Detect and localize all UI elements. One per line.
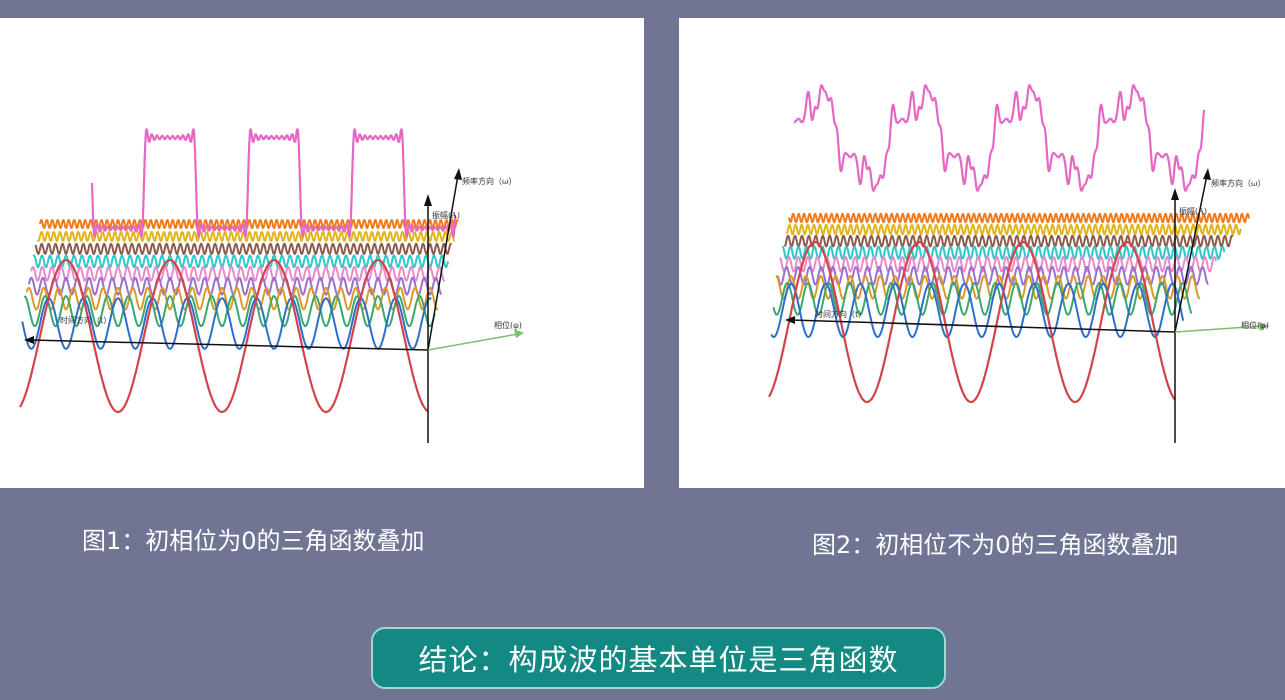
harmonic-wave-5 — [23, 294, 436, 328]
amplitude-axis-label: 振幅(A) — [432, 210, 460, 220]
conclusion-banner: 结论：构成波的基本单位是三角函数 — [371, 627, 946, 689]
frequency-axis — [427, 174, 459, 351]
harmonic-wave-15 — [34, 242, 453, 255]
harmonic-wave-13 — [781, 245, 1226, 260]
time-axis — [790, 319, 1176, 333]
phase-axis-arrow — [1259, 322, 1269, 331]
phase-axis-arrow — [514, 329, 524, 338]
harmonic-wave-17 — [36, 231, 456, 242]
frequency-axis — [1174, 174, 1208, 333]
figure-1-caption: 图1：初相位为0的三角函数叠加 — [82, 527, 425, 555]
harmonic-wave-19 — [788, 212, 1250, 224]
harmonic-wave-3 — [21, 297, 432, 350]
amplitude-axis-arrow — [424, 194, 432, 206]
harmonic-wave-3 — [770, 282, 1185, 339]
harmonic-wave-5 — [772, 281, 1193, 316]
harmonic-wave-13 — [32, 254, 449, 269]
amplitude-axis-arrow — [1171, 188, 1179, 200]
phase-axis — [1174, 325, 1264, 333]
figure-1-panel: 频率方向（ω） 振幅(A) 时间方向（t） 相位(φ) — [0, 18, 644, 488]
harmonic-wave-15 — [783, 234, 1234, 248]
time-axis-label: 时间方向（t） — [815, 309, 866, 319]
frequency-axis-label: 频率方向（ω） — [462, 176, 517, 186]
phase-axis-label: 相位(φ) — [494, 320, 522, 330]
harmonic-wave-11 — [30, 265, 446, 282]
figure-2-diagram: 频率方向（ω） 振幅(A) 时间方向（t） 相位(φ) — [768, 84, 1269, 443]
harmonic-wave-17 — [785, 223, 1242, 236]
frequency-axis-arrow — [1203, 168, 1211, 180]
phase-axis-label: 相位(φ) — [1241, 320, 1269, 330]
harmonic-wave-1 — [768, 240, 1176, 404]
time-axis — [29, 339, 429, 351]
figure-2-caption: 图2：初相位不为0的三角函数叠加 — [812, 531, 1179, 559]
figure-2-panel: 频率方向（ω） 振幅(A) 时间方向（t） 相位(φ) — [679, 18, 1285, 488]
harmonic-wave-7 — [25, 286, 439, 311]
time-axis-arrow — [785, 316, 795, 324]
amplitude-axis-label: 振幅(A) — [1179, 206, 1207, 216]
frequency-axis-label: 频率方向（ω） — [1211, 178, 1266, 188]
sum-wave — [90, 128, 457, 238]
time-axis-arrow — [24, 336, 34, 344]
sum-wave — [793, 84, 1206, 192]
frequency-axis-arrow — [454, 168, 462, 180]
time-axis-label: 时间方向（t） — [60, 315, 111, 325]
phase-axis — [427, 333, 519, 351]
harmonic-wave-1 — [19, 258, 429, 414]
figure-1-diagram: 频率方向（ω） 振幅(A) 时间方向（t） 相位(φ) — [19, 128, 524, 443]
